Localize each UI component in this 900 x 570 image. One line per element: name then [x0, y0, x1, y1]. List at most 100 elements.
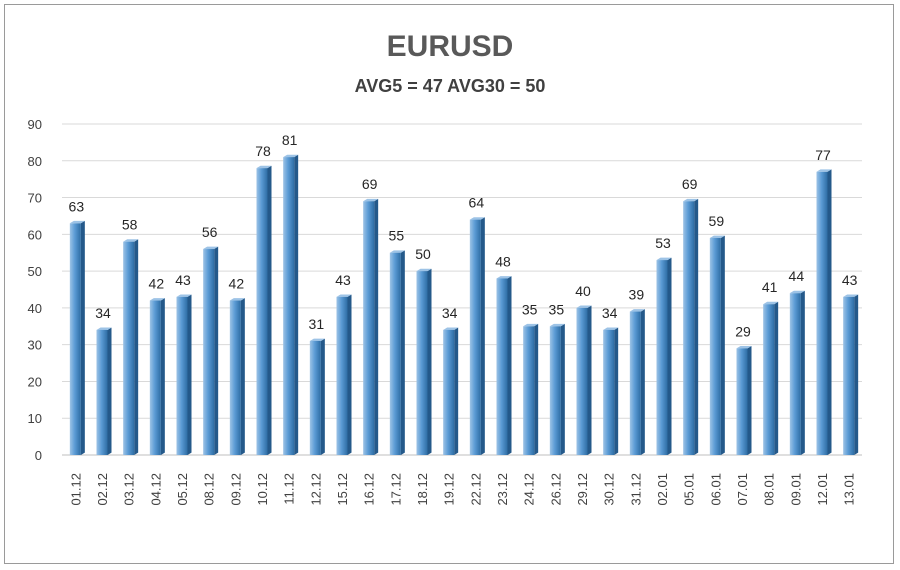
- x-tick-label: 05.12: [175, 473, 190, 506]
- bar-front: [789, 293, 801, 455]
- bar-top: [656, 257, 672, 261]
- chart-frame: [4, 4, 894, 564]
- bar: [176, 294, 192, 455]
- bar-front: [469, 219, 481, 455]
- bar-front: [176, 296, 188, 455]
- bar: [496, 276, 512, 455]
- bar: [69, 220, 85, 455]
- bar-side: [320, 338, 325, 455]
- y-tick-label: 20: [28, 374, 42, 389]
- bar-top: [469, 217, 485, 220]
- bar-front: [656, 260, 668, 455]
- bar-side: [560, 323, 565, 455]
- bar-top: [496, 276, 512, 279]
- y-tick-label: 90: [28, 117, 42, 132]
- bar-side: [507, 276, 512, 455]
- data-label: 39: [629, 287, 645, 303]
- data-label: 41: [762, 279, 778, 295]
- bar-top: [256, 165, 272, 169]
- bar-top: [709, 235, 725, 239]
- bar-front: [763, 304, 775, 455]
- x-tick-label: 02.12: [95, 473, 110, 506]
- y-tick-label: 40: [28, 301, 42, 316]
- data-label: 53: [655, 235, 671, 251]
- bar-side: [107, 327, 112, 455]
- x-tick-label: 09.01: [788, 473, 803, 506]
- x-tick-label: 10.12: [255, 473, 270, 506]
- data-label: 43: [842, 272, 858, 288]
- x-axis-ticks: 01.12 02.12 03.12 04.12 05.12 08.12 09.12 10.12…: [68, 473, 856, 506]
- bar-top: [229, 298, 245, 301]
- bar: [149, 298, 165, 455]
- bar-front: [443, 329, 455, 455]
- bar-top: [683, 198, 699, 202]
- x-tick-label: 30.12: [602, 473, 617, 506]
- bar-front: [629, 311, 641, 455]
- bar-top: [336, 294, 352, 297]
- bar-top: [363, 198, 379, 202]
- bar-side: [774, 301, 779, 455]
- y-tick-label: 0: [35, 448, 42, 463]
- data-label: 69: [362, 176, 378, 192]
- bar-top: [96, 327, 112, 330]
- bar-front: [203, 249, 215, 455]
- chart-title: EURUSD: [386, 30, 514, 63]
- bar-side: [720, 235, 725, 455]
- bar-side: [214, 246, 219, 455]
- x-tick-label: 08.12: [202, 473, 217, 506]
- bar-side: [187, 294, 192, 455]
- data-label: 35: [522, 301, 538, 317]
- x-tick-label: 23.12: [495, 473, 510, 506]
- bar-front: [736, 348, 748, 455]
- chart-subtitle: AVG5 = 47 AVG30 = 50: [354, 76, 546, 96]
- bar: [656, 257, 672, 455]
- x-tick-label: 18.12: [415, 473, 430, 506]
- data-label: 56: [202, 224, 218, 240]
- bar-side: [400, 250, 405, 455]
- bar: [549, 323, 565, 455]
- bar-side: [827, 169, 832, 455]
- y-tick-label: 30: [28, 338, 42, 353]
- bar-side: [587, 305, 592, 455]
- x-tick-label: 03.12: [122, 473, 137, 506]
- bar: [96, 327, 112, 455]
- data-label: 78: [255, 143, 271, 159]
- data-label: 43: [175, 272, 191, 288]
- data-label: 42: [229, 276, 245, 292]
- data-label: 50: [415, 246, 431, 262]
- bar-top: [816, 169, 832, 172]
- data-label: 29: [735, 323, 751, 339]
- y-tick-label: 60: [28, 227, 42, 242]
- data-label: 44: [789, 268, 805, 284]
- bar: [363, 198, 379, 456]
- data-label: 59: [709, 213, 725, 229]
- bar-front: [309, 340, 321, 455]
- bar-front: [229, 300, 241, 455]
- bar-front: [549, 326, 561, 455]
- x-tick-label: 11.12: [282, 473, 297, 505]
- y-axis-ticks: 0 10 20 30 40 50 60 70 80 90: [28, 117, 42, 463]
- bar-side: [614, 327, 619, 455]
- bar: [709, 235, 725, 455]
- bar: [816, 169, 832, 456]
- bar-top: [123, 239, 139, 242]
- bar: [283, 154, 299, 455]
- bar-top: [149, 298, 165, 301]
- bar-top: [389, 250, 405, 253]
- bar-top: [69, 220, 85, 224]
- bar-top: [309, 338, 325, 341]
- bar-front: [709, 238, 721, 455]
- bar-side: [454, 327, 459, 455]
- y-tick-label: 50: [28, 264, 42, 279]
- bar-top: [576, 305, 592, 308]
- bar: [256, 165, 272, 455]
- bar-side: [267, 165, 272, 455]
- bar-side: [640, 309, 645, 455]
- bar: [469, 217, 485, 455]
- data-label: 43: [335, 272, 351, 288]
- data-label: 42: [149, 276, 165, 292]
- x-tick-label: 26.12: [548, 473, 563, 506]
- bar: [629, 309, 645, 455]
- bar-side: [347, 294, 352, 455]
